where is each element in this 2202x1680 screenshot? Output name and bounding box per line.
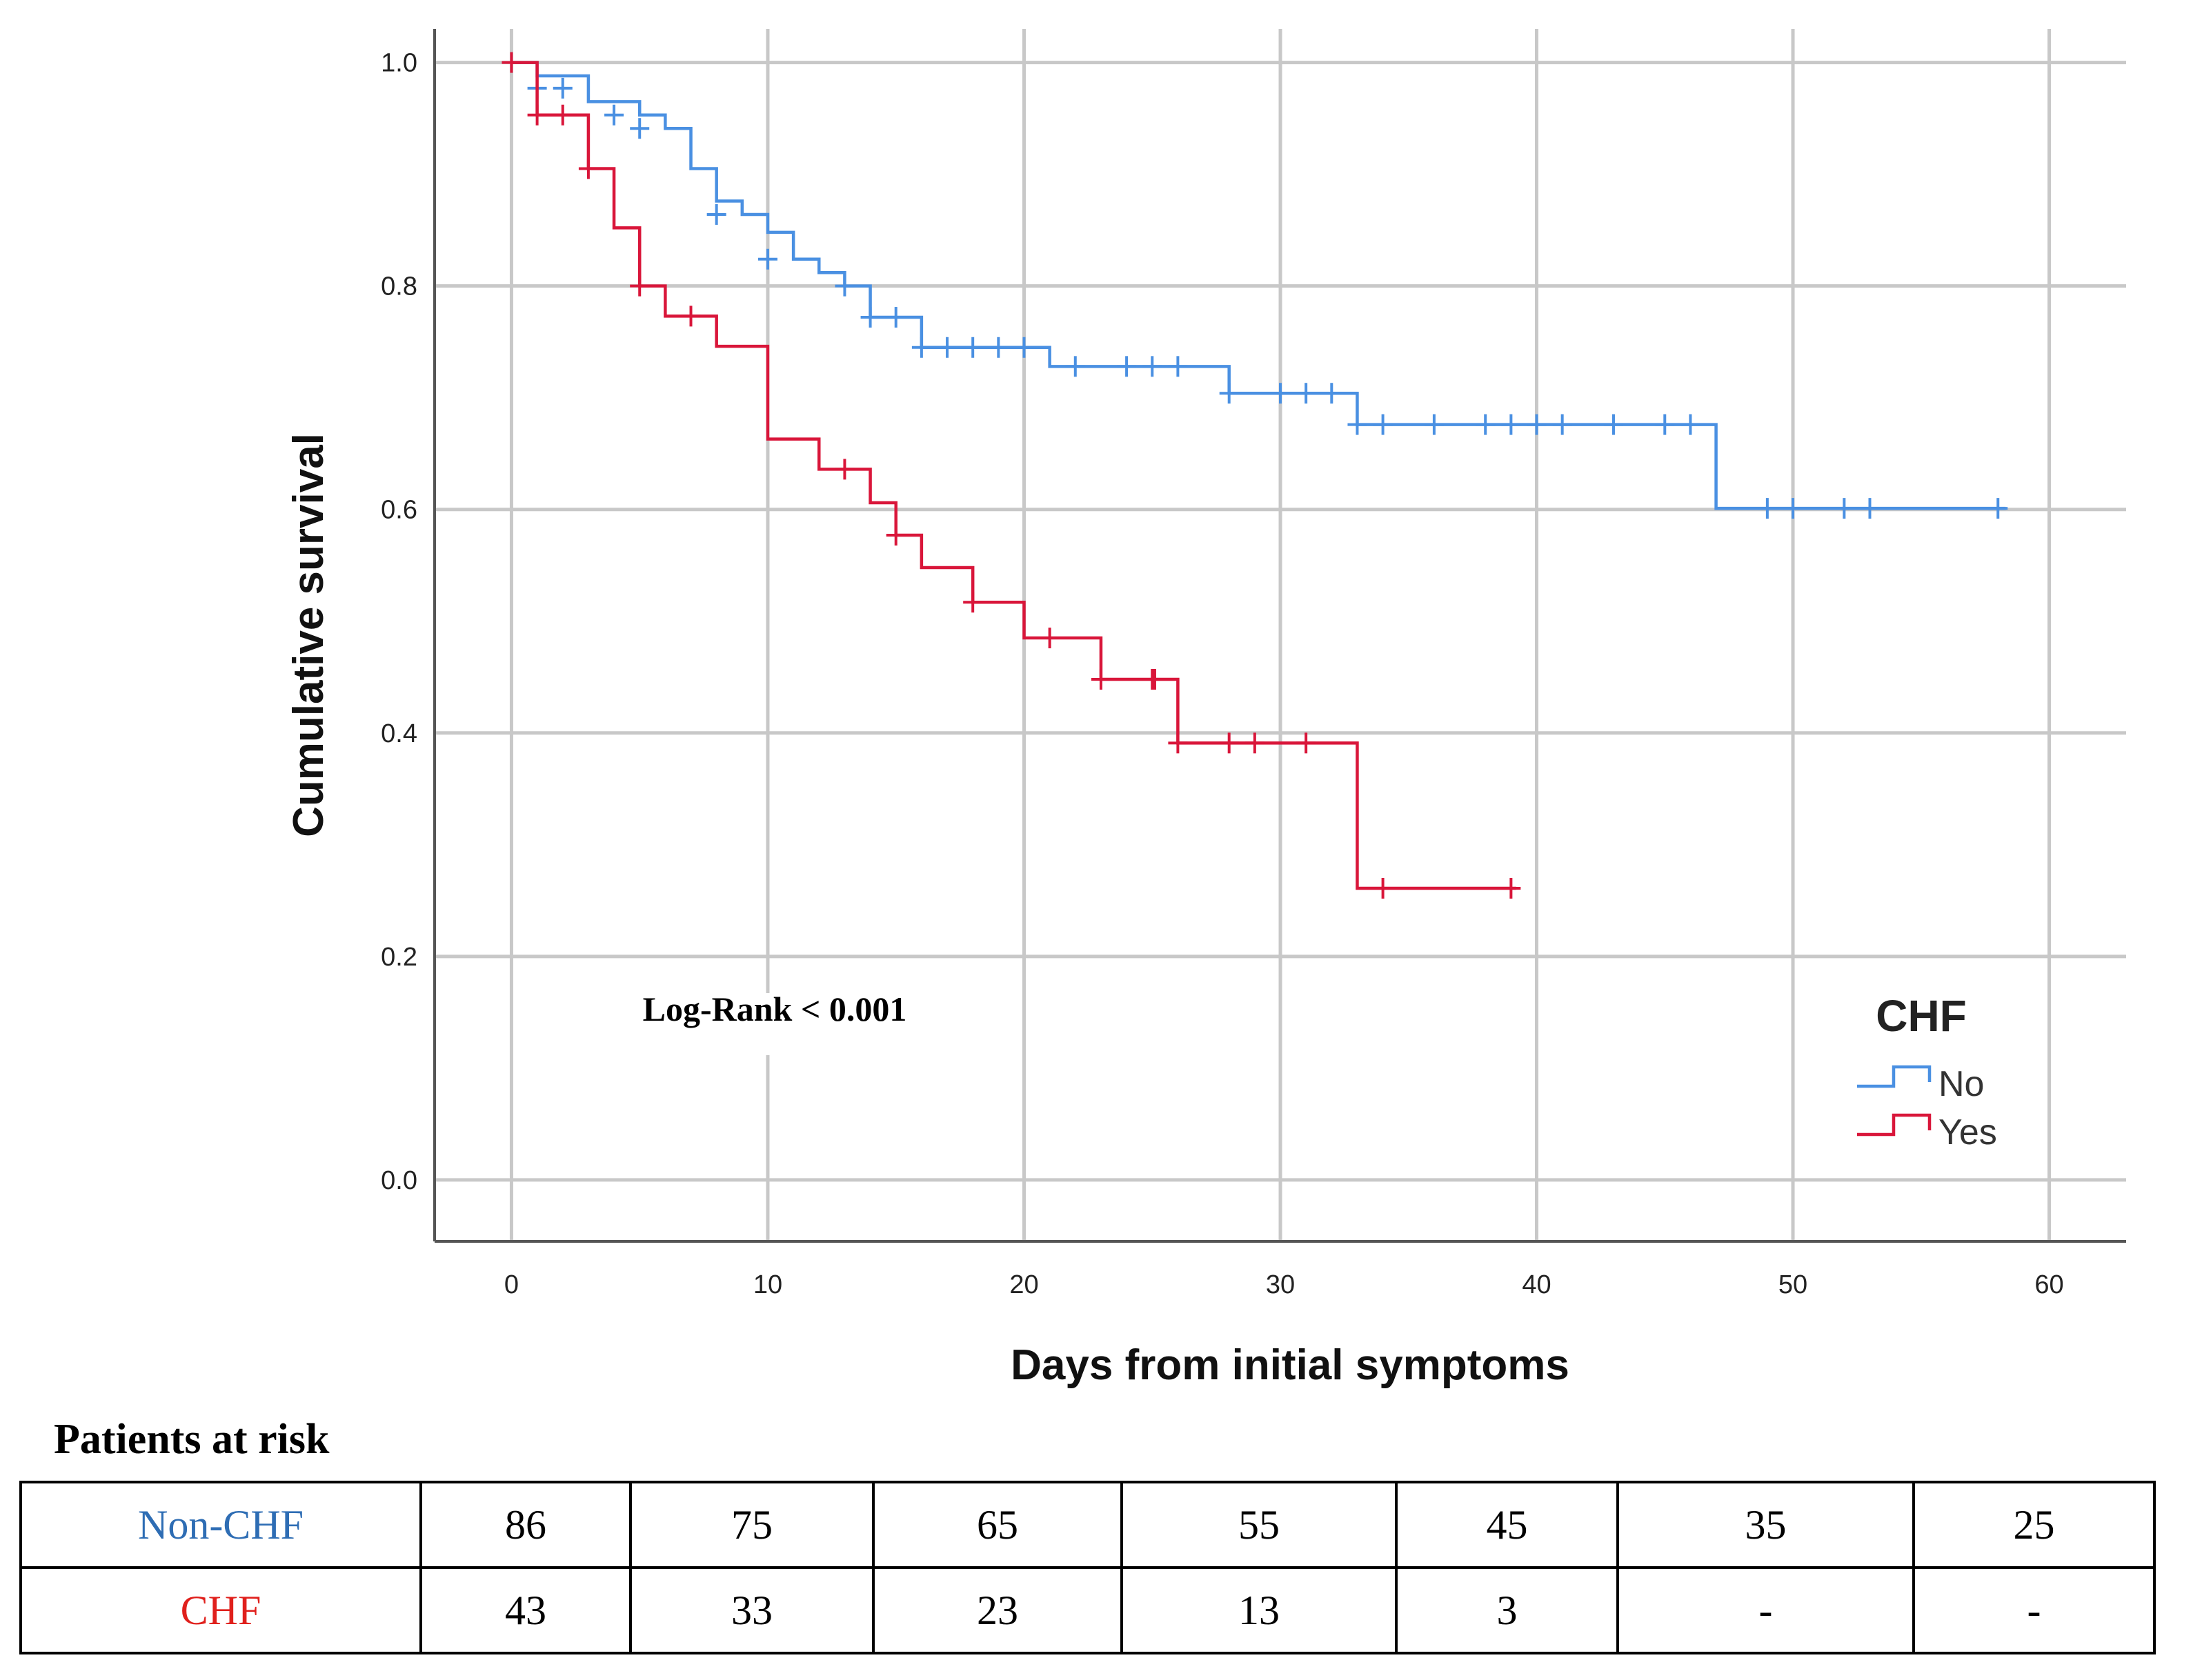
grid-lines [435, 29, 2126, 1241]
risk-row-label: CHF [19, 1566, 422, 1654]
legend-label-no: No [1938, 1064, 1984, 1104]
x-tick-label: 10 [753, 1270, 782, 1299]
risk-table-title: Patients at risk [54, 1416, 330, 1463]
survival-curve-no [511, 61, 2006, 510]
risk-row-non-chf: Non-CHF 86 75 65 55 45 35 25 [19, 1481, 2156, 1569]
legend-backing [1832, 979, 2039, 1172]
x-tick-label: 0 [504, 1270, 519, 1299]
legend-title: CHF [1876, 991, 1967, 1041]
risk-cell: 13 [1120, 1566, 1398, 1654]
y-tick-label: 0.0 [381, 1166, 417, 1195]
x-tick-label: 40 [1522, 1270, 1551, 1299]
risk-cell: 35 [1616, 1481, 1915, 1569]
risk-cell: - [1912, 1566, 2156, 1654]
legend-label-yes: Yes [1938, 1112, 1997, 1152]
legend-swatch-no [1857, 1065, 1932, 1088]
x-tick-label: 60 [2034, 1270, 2063, 1299]
risk-cell: 86 [419, 1481, 632, 1569]
survival-curves [502, 52, 2008, 899]
y-tick-label: 0.4 [381, 719, 417, 748]
risk-cell: - [1616, 1566, 1915, 1654]
y-tick-label: 0.8 [381, 272, 417, 301]
log-rank-annotation: Log-Rank < 0.001 [643, 990, 907, 1028]
x-axis-title: Days from initial symptoms [1011, 1341, 1569, 1389]
survival-curve-yes [511, 61, 1516, 890]
legend: CHF No Yes [1832, 979, 2039, 1172]
x-tick-label: 30 [1266, 1270, 1295, 1299]
risk-cell: 25 [1912, 1481, 2156, 1569]
x-tick-label: 20 [1009, 1270, 1038, 1299]
risk-cell: 3 [1395, 1566, 1619, 1654]
risk-row-label: Non-CHF [19, 1481, 422, 1569]
x-tick-label: 50 [1778, 1270, 1807, 1299]
y-tick-label: 0.2 [381, 943, 417, 972]
risk-cell: 65 [872, 1481, 1123, 1569]
risk-table: Non-CHF 86 75 65 55 45 35 25 CHF 43 33 2… [19, 1481, 2156, 1654]
km-chart: 0 10 20 30 40 50 60 0.0 0.2 0.4 0.6 0.8 1.0 Log-Rank… [285, 29, 2126, 1389]
y-axis-title: Cumulative survival [285, 433, 333, 837]
risk-cell: 55 [1120, 1481, 1398, 1569]
risk-row-chf: CHF 43 33 23 13 3 - - [19, 1566, 2156, 1654]
risk-cell: 75 [629, 1481, 875, 1569]
risk-cell: 23 [872, 1566, 1123, 1654]
y-tick-label: 1.0 [381, 49, 417, 78]
y-tick-label: 0.6 [381, 496, 417, 525]
risk-cell: 45 [1395, 1481, 1619, 1569]
risk-cell: 33 [629, 1566, 875, 1654]
annotation-backing [731, 993, 814, 1055]
axes: 0 10 20 30 40 50 60 0.0 0.2 0.4 0.6 0.8 1.0 [381, 29, 2126, 1299]
legend-swatch-yes [1857, 1113, 1932, 1137]
risk-cell: 43 [419, 1566, 632, 1654]
